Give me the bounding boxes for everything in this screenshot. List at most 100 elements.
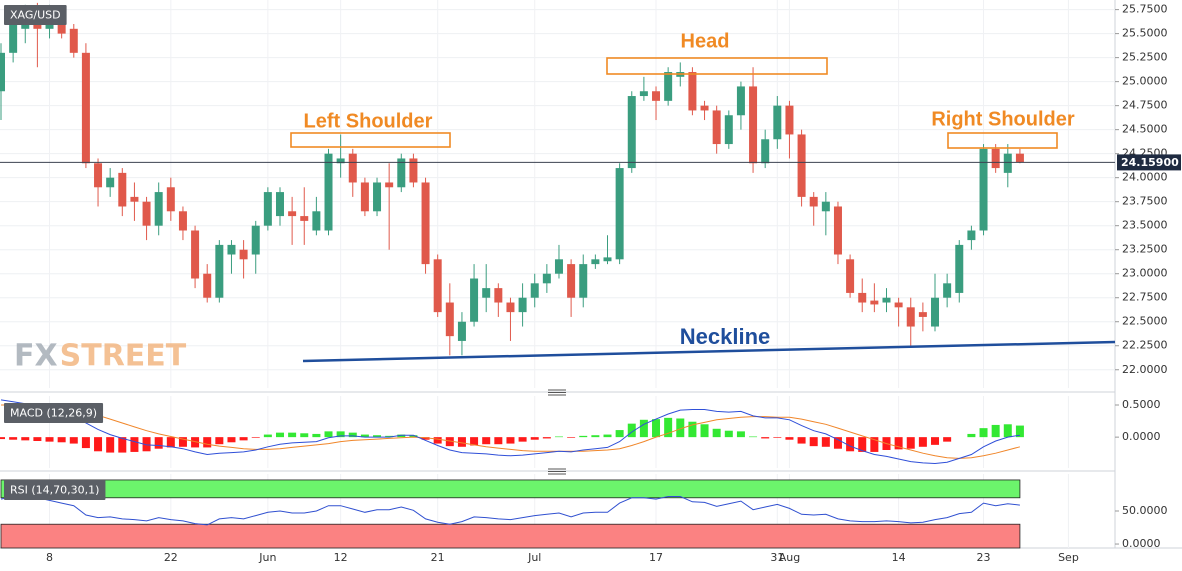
- histogram-bar: [821, 437, 830, 447]
- candle-body: [906, 307, 915, 327]
- last-price-label: 24.15900: [1121, 156, 1179, 169]
- histogram-bar: [239, 437, 248, 441]
- neckline: [302, 340, 1116, 363]
- x-tick-label: 12: [334, 551, 348, 564]
- candle-body: [785, 105, 794, 135]
- histogram-bar: [918, 437, 927, 447]
- histogram-bar: [967, 433, 976, 438]
- candle-body: [1003, 153, 1012, 173]
- candle-body: [554, 259, 563, 274]
- histogram-bar: [494, 437, 503, 445]
- histogram-bar: [300, 433, 309, 438]
- histogram-bar: [894, 437, 903, 450]
- macd-line: [0, 399, 1020, 465]
- histogram-bar: [482, 437, 491, 445]
- y-tick-label: 23.2500: [1122, 243, 1168, 256]
- candle-body: [749, 86, 758, 164]
- histogram-bar: [530, 437, 539, 440]
- histogram-bar: [664, 417, 673, 438]
- y-tick-label: 24.5000: [1122, 123, 1168, 136]
- candle-body: [870, 300, 879, 305]
- histogram-bar: [360, 434, 369, 438]
- histogram-bar: [579, 435, 588, 438]
- histogram-bar: [652, 419, 661, 438]
- histogram-bar: [130, 437, 139, 452]
- candle-body: [433, 259, 442, 313]
- histogram-bar: [518, 437, 527, 442]
- histogram-bar: [21, 437, 30, 441]
- x-tick-label: Jun: [258, 551, 276, 564]
- candle-body: [373, 182, 382, 212]
- histogram-bar: [615, 430, 624, 438]
- histogram-bar: [858, 437, 867, 452]
- title-box: [4, 480, 106, 500]
- y-tick-label: 22.0000: [1122, 363, 1168, 376]
- x-tick-label: Jul: [527, 551, 541, 564]
- histogram-bar: [943, 437, 952, 442]
- candle-body: [142, 201, 151, 226]
- histogram-bar: [1003, 424, 1012, 438]
- candle-body: [579, 264, 588, 298]
- histogram-bar: [227, 437, 236, 443]
- rsi-band: [0, 479, 1021, 499]
- candle-body: [931, 297, 940, 327]
- histogram-bar: [931, 437, 940, 445]
- candle-body: [166, 187, 175, 212]
- histogram-bar: [275, 432, 284, 438]
- panel-title: RSI (14,70,30,1): [10, 484, 99, 497]
- candle-body: [178, 211, 187, 231]
- candle-body: [445, 302, 454, 337]
- candle-body: [639, 91, 648, 97]
- histogram-bar: [409, 435, 418, 438]
- candle-body: [130, 196, 139, 202]
- annotation: Left Shoulder: [304, 110, 433, 132]
- histogram-bar: [470, 437, 479, 446]
- candle-body: [69, 28, 78, 53]
- candle-body: [700, 105, 709, 111]
- histogram-bar: [591, 435, 600, 438]
- candle-body: [275, 192, 284, 217]
- histogram-bar: [1015, 425, 1024, 438]
- candle-body: [251, 225, 260, 255]
- y-tick-label: 23.0000: [1122, 267, 1168, 280]
- x-tick-label: 21: [431, 551, 445, 564]
- histogram-bar: [639, 419, 648, 438]
- candle-body: [0, 52, 5, 92]
- panel-handle: [548, 389, 566, 475]
- histogram-bar: [627, 423, 636, 438]
- candle-body: [288, 211, 297, 217]
- rsi-line: [0, 494, 1020, 526]
- title-box: [4, 403, 104, 423]
- histogram-bar: [45, 437, 54, 442]
- candle-body: [967, 230, 976, 241]
- candle-body: [821, 201, 830, 212]
- histogram-bar: [991, 424, 1000, 438]
- histogram-bar: [554, 436, 563, 438]
- pattern-box: [947, 132, 1058, 149]
- histogram-bar: [445, 437, 454, 447]
- pattern-box: [290, 132, 451, 148]
- candle-body: [300, 216, 309, 221]
- candle-body: [239, 249, 248, 260]
- histogram-bar: [106, 437, 115, 453]
- histogram-bar: [94, 437, 103, 452]
- x-tick-label: 17: [649, 551, 663, 564]
- histogram-bar: [870, 437, 879, 452]
- histogram-bar: [288, 432, 297, 438]
- histogram-bar: [688, 421, 697, 438]
- y-tick-label: 22.5000: [1122, 315, 1168, 328]
- candle-body: [652, 91, 661, 101]
- histogram-bar: [979, 428, 988, 438]
- x-tick-label: 23: [977, 551, 991, 564]
- candle-body: [227, 244, 236, 255]
- candle-body: [688, 72, 697, 111]
- x-tick-label: 22: [164, 551, 178, 564]
- candle-body: [470, 278, 479, 322]
- histogram-bar: [676, 418, 685, 438]
- candle-body: [482, 288, 491, 298]
- candle-body: [712, 110, 721, 145]
- y-tick-label: 25.0000: [1122, 75, 1168, 88]
- candle-body: [627, 96, 636, 169]
- candle-body: [360, 182, 369, 212]
- y-tick-label: 24.7500: [1122, 99, 1168, 112]
